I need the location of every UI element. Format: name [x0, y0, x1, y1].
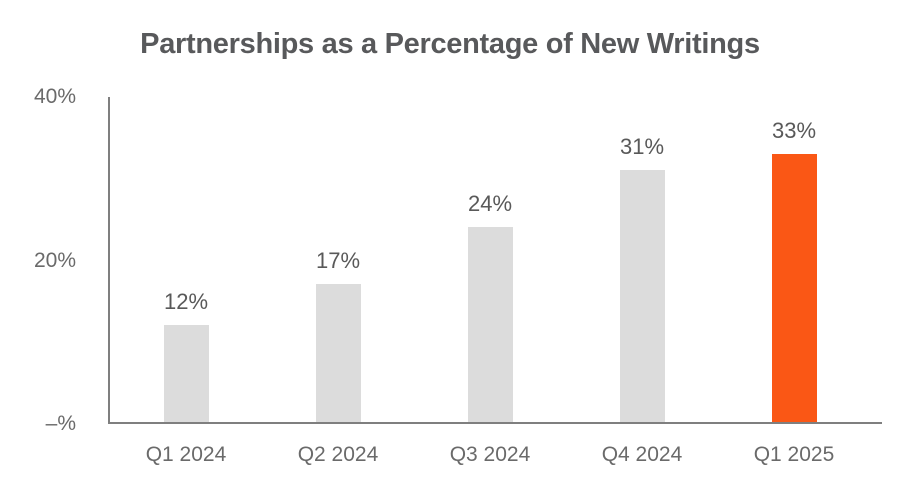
x-tick-q2-2024: Q2 2024 — [297, 443, 379, 466]
bar-q2-2024 — [315, 283, 361, 422]
bars-container: 12% 17% 24% 31% 33% — [110, 97, 870, 422]
bar-q3-2024 — [467, 227, 513, 422]
plot-area: 12% 17% 24% 31% 33% — [108, 97, 882, 424]
x-tick-q4-2024: Q4 2024 — [601, 443, 683, 466]
x-tick-q1-2024: Q1 2024 — [145, 443, 227, 466]
chart-title: Partnerships as a Percentage of New Writ… — [140, 28, 760, 60]
bar-q1-2025 — [771, 153, 817, 422]
y-axis-line — [108, 97, 110, 424]
bar-value-label: 33% — [771, 117, 817, 143]
y-axis-labels: 40% 20% –% — [0, 85, 76, 435]
y-tick-40: 40% — [33, 85, 76, 108]
bar-value-label: 24% — [467, 191, 513, 216]
bar-group-q2-2024: 17% — [262, 97, 414, 422]
bar-q4-2024 — [619, 170, 665, 422]
bar-group-q4-2024: 31% — [566, 97, 718, 422]
bar-q1-2024 — [163, 324, 209, 422]
bar-value-label: 31% — [619, 134, 665, 160]
x-tick-q1-2025: Q1 2025 — [753, 443, 835, 466]
y-tick-0: –% — [45, 412, 76, 435]
bar-group-q3-2024: 24% — [414, 97, 566, 422]
x-axis-labels: Q1 2024 Q2 2024 Q3 2024 Q4 2024 Q1 2025 — [110, 443, 870, 467]
x-tick-q3-2024: Q3 2024 — [449, 443, 531, 466]
bar-value-label: 17% — [315, 247, 361, 273]
x-axis-line — [108, 422, 882, 424]
bar-value-label: 12% — [163, 288, 209, 314]
bar-group-q1-2025: 33% — [718, 97, 870, 422]
y-tick-20: 20% — [33, 248, 76, 272]
bar-group-q1-2024: 12% — [110, 97, 262, 422]
